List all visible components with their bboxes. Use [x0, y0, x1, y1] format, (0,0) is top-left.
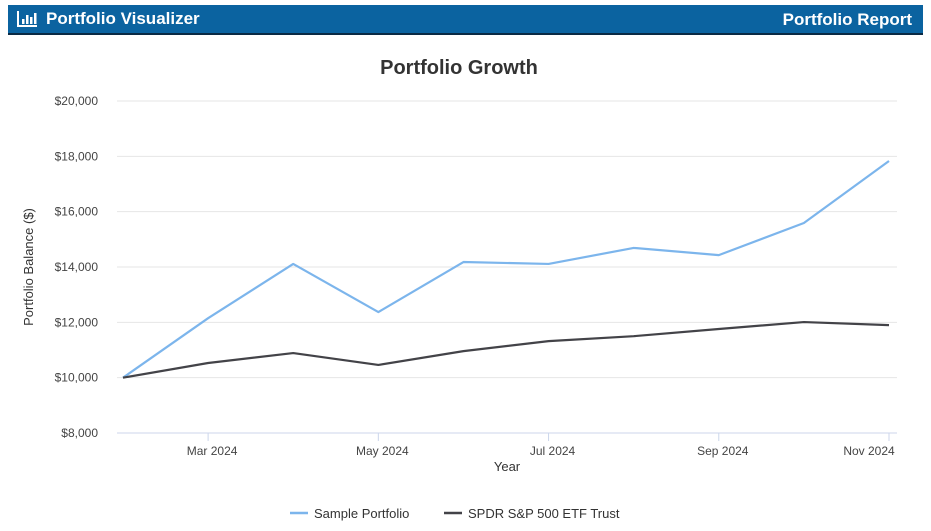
- y-tick-label: $20,000: [55, 94, 99, 108]
- x-axis-label: Year: [494, 459, 521, 474]
- brand-title: Portfolio Visualizer: [46, 9, 200, 28]
- y-tick-label: $18,000: [55, 149, 99, 163]
- y-tick-label: $10,000: [55, 371, 99, 385]
- x-tick-label: Mar 2024: [187, 444, 238, 458]
- series-line-0[interactable]: [122, 160, 890, 379]
- report-title: Portfolio Report: [782, 10, 912, 29]
- x-tick-label: Sep 2024: [697, 444, 749, 458]
- brand[interactable]: Portfolio Visualizer: [16, 9, 200, 29]
- legend-item[interactable]: Sample Portfolio: [314, 506, 409, 521]
- y-axis-label: Portfolio Balance ($): [21, 208, 36, 326]
- app-header: Portfolio Visualizer Portfolio Report: [8, 5, 923, 35]
- series-line-1[interactable]: [122, 320, 890, 379]
- y-tick-label: $8,000: [61, 426, 98, 440]
- y-tick-label: $12,000: [55, 315, 99, 329]
- y-tick-label: $14,000: [55, 260, 99, 274]
- x-tick-label: May 2024: [356, 444, 409, 458]
- bar-chart-icon: [17, 11, 37, 27]
- x-tick-label: Jul 2024: [530, 444, 576, 458]
- x-tick-label: Nov 2024: [843, 444, 895, 458]
- y-tick-label: $16,000: [55, 205, 99, 219]
- legend-item[interactable]: SPDR S&P 500 ETF Trust: [468, 506, 620, 521]
- chart-title: Portfolio Growth: [380, 57, 538, 79]
